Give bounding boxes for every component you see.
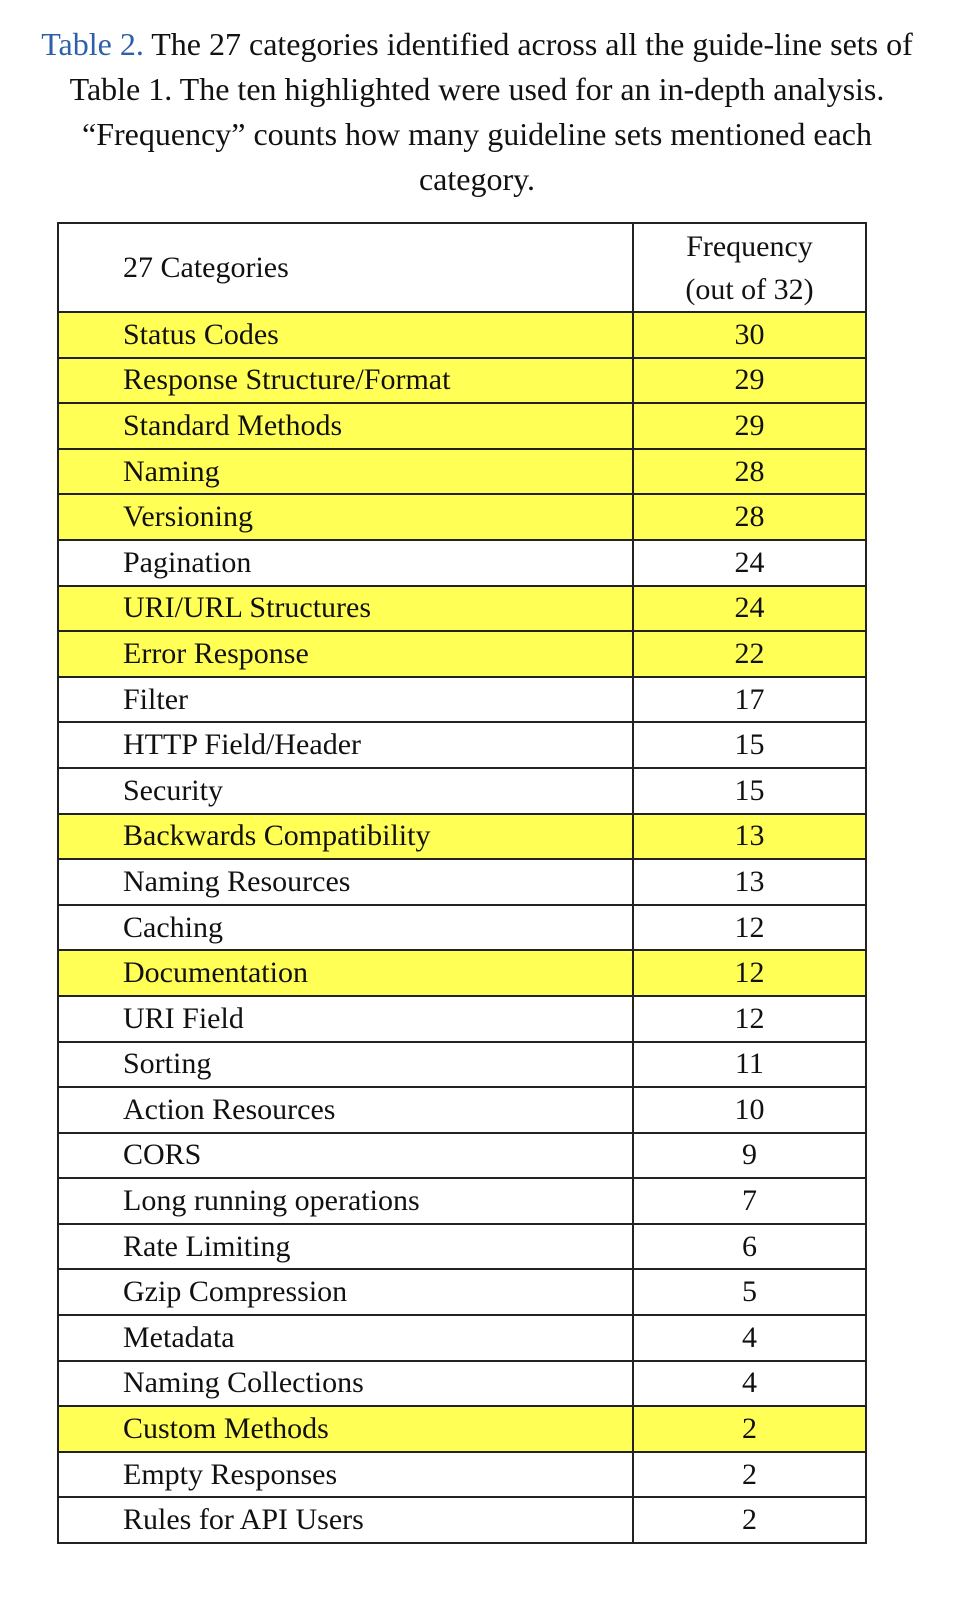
table-row: Versioning 28 (57, 493, 867, 541)
header-category: 27 Categories (57, 222, 634, 313)
frequency-cell: 13 (632, 858, 867, 906)
category-cell: Documentation (57, 949, 634, 997)
frequency-cell: 12 (632, 903, 867, 952)
frequency-cell: 22 (632, 630, 867, 678)
frequency-cell: 6 (632, 1222, 867, 1271)
category-cell: Standard Methods (57, 402, 634, 450)
table-row: Naming 28 (57, 447, 867, 496)
table-row: Action Resources 10 (57, 1086, 867, 1134)
table-row: Error Response 22 (57, 630, 867, 678)
table-row: Filter 17 (57, 675, 867, 724)
table-caption: Table 2. The 27 categories identified ac… (40, 22, 914, 202)
table-row: Backwards Compatibility 13 (57, 812, 867, 861)
category-cell: Rules for API Users (57, 1496, 634, 1545)
category-cell: Caching (57, 903, 634, 952)
category-cell: Filter (57, 675, 634, 724)
frequency-cell: 4 (632, 1314, 867, 1362)
table-row: Caching 12 (57, 903, 867, 952)
frequency-cell: 2 (632, 1450, 867, 1499)
table-row: Empty Responses 2 (57, 1450, 867, 1499)
frequency-cell: 12 (632, 994, 867, 1043)
frequency-cell: 28 (632, 493, 867, 541)
table-caption-text: The 27 categories identified across all … (69, 26, 913, 197)
frequency-cell: 9 (632, 1131, 867, 1180)
frequency-cell: 2 (632, 1496, 867, 1545)
category-cell: URI Field (57, 994, 634, 1043)
categories-table: 27 Categories Frequency (out of 32) Statu… (57, 222, 867, 1545)
frequency-cell: 11 (632, 1040, 867, 1089)
category-cell: Naming (57, 447, 634, 496)
frequency-cell: 12 (632, 949, 867, 997)
category-cell: Pagination (57, 538, 634, 587)
frequency-cell: 24 (632, 538, 867, 587)
category-cell: Empty Responses (57, 1450, 634, 1499)
table-row: Sorting 11 (57, 1040, 867, 1089)
frequency-cell: 7 (632, 1177, 867, 1225)
table-row: URI Field 12 (57, 994, 867, 1043)
frequency-cell: 15 (632, 766, 867, 815)
category-cell: Action Resources (57, 1086, 634, 1134)
category-cell: Metadata (57, 1314, 634, 1362)
table-row: HTTP Field/Header 15 (57, 721, 867, 769)
header-frequency-line2: (out of 32) (685, 272, 814, 306)
frequency-cell: 4 (632, 1359, 867, 1408)
category-cell: URI/URL Structures (57, 584, 634, 633)
frequency-cell: 2 (632, 1405, 867, 1453)
category-cell: Status Codes (57, 311, 634, 359)
table-row: Custom Methods 2 (57, 1405, 867, 1453)
frequency-cell: 29 (632, 356, 867, 405)
table-row: Naming Resources 13 (57, 858, 867, 906)
frequency-cell: 15 (632, 721, 867, 769)
frequency-cell: 24 (632, 584, 867, 633)
category-cell: Long running operations (57, 1177, 634, 1225)
category-cell: Versioning (57, 493, 634, 541)
table-header-row: 27 Categories Frequency (out of 32) (57, 222, 867, 313)
table-row: Rate Limiting 6 (57, 1222, 867, 1271)
category-cell: Response Structure/Format (57, 356, 634, 405)
category-cell: Custom Methods (57, 1405, 634, 1453)
header-frequency: Frequency (out of 32) (632, 222, 867, 313)
frequency-cell: 17 (632, 675, 867, 724)
table-row: CORS 9 (57, 1131, 867, 1180)
header-frequency-line1: Frequency (686, 229, 813, 263)
table-row: Rules for API Users 2 (57, 1496, 867, 1545)
category-cell: Security (57, 766, 634, 815)
table-row: Long running operations 7 (57, 1177, 867, 1225)
table-row: Response Structure/Format 29 (57, 356, 867, 405)
table-row: Documentation 12 (57, 949, 867, 997)
table-row: Gzip Compression 5 (57, 1268, 867, 1317)
category-cell: Gzip Compression (57, 1268, 634, 1317)
table-row: Pagination 24 (57, 538, 867, 587)
category-cell: Sorting (57, 1040, 634, 1089)
table-row: Security 15 (57, 766, 867, 815)
frequency-cell: 29 (632, 402, 867, 450)
frequency-cell: 10 (632, 1086, 867, 1134)
table-row: Naming Collections 4 (57, 1359, 867, 1408)
category-cell: Error Response (57, 630, 634, 678)
table-row: URI/URL Structures 24 (57, 584, 867, 633)
table-caption-label: Table 2. (41, 26, 144, 62)
frequency-cell: 5 (632, 1268, 867, 1317)
category-cell: Naming Collections (57, 1359, 634, 1408)
category-cell: CORS (57, 1131, 634, 1180)
frequency-cell: 30 (632, 311, 867, 359)
frequency-cell: 13 (632, 812, 867, 861)
table-row: Standard Methods 29 (57, 402, 867, 450)
categories-table-body: 27 Categories Frequency (out of 32) Statu… (57, 222, 867, 1545)
category-cell: Rate Limiting (57, 1222, 634, 1271)
table-row: Metadata 4 (57, 1314, 867, 1362)
category-cell: Backwards Compatibility (57, 812, 634, 861)
frequency-cell: 28 (632, 447, 867, 496)
category-cell: Naming Resources (57, 858, 634, 906)
table-row: Status Codes 30 (57, 311, 867, 359)
category-cell: HTTP Field/Header (57, 721, 634, 769)
